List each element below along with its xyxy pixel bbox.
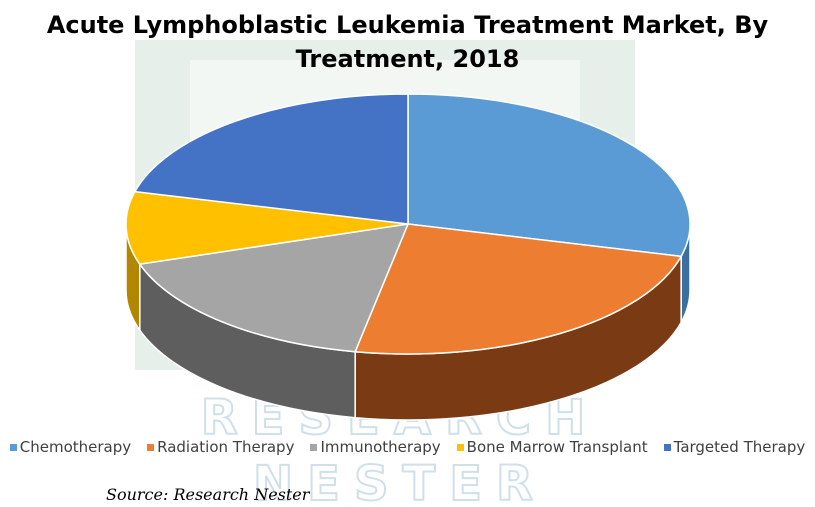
legend-item-bone-marrow-transplant: Bone Marrow Transplant [456, 438, 648, 456]
pie-slice-radiation-therapy [354, 223, 682, 355]
legend-label: Bone Marrow Transplant [466, 438, 648, 456]
chart-title: Acute Lymphoblastic Leukemia Treatment M… [10, 8, 805, 76]
pie-slice-immunotherapy [139, 223, 409, 353]
legend-label: Targeted Therapy [673, 438, 806, 456]
pie-slice-bone-marrow-transplant [125, 190, 409, 265]
legend-label: Radiation Therapy [157, 438, 295, 456]
legend-item-immunotherapy: Immunotherapy [310, 438, 441, 456]
legend: Chemotherapy Radiation Therapy Immunothera… [0, 438, 815, 456]
chart-title-line-2: Treatment, 2018 [295, 45, 520, 73]
legend-swatch [663, 443, 671, 451]
legend-swatch [310, 443, 318, 451]
legend-item-chemotherapy: Chemotherapy [9, 438, 132, 456]
legend-swatch [456, 443, 464, 451]
legend-swatch [147, 443, 155, 451]
chart-title-line-1: Acute Lymphoblastic Leukemia Treatment M… [46, 11, 769, 39]
watermark-text-line-2: NESTER [253, 456, 547, 507]
pie-slice-chemotherapy [407, 93, 691, 258]
legend-item-radiation-therapy: Radiation Therapy [147, 438, 294, 456]
legend-label: Chemotherapy [19, 438, 132, 456]
legend-swatch [9, 443, 17, 451]
legend-item-targeted-therapy: Targeted Therapy [663, 438, 806, 456]
source-note: Source: Research Nester [106, 485, 310, 504]
pie-tops [125, 93, 691, 355]
legend-label: Immunotherapy [320, 438, 441, 456]
pie-slice-targeted-therapy [134, 93, 409, 225]
